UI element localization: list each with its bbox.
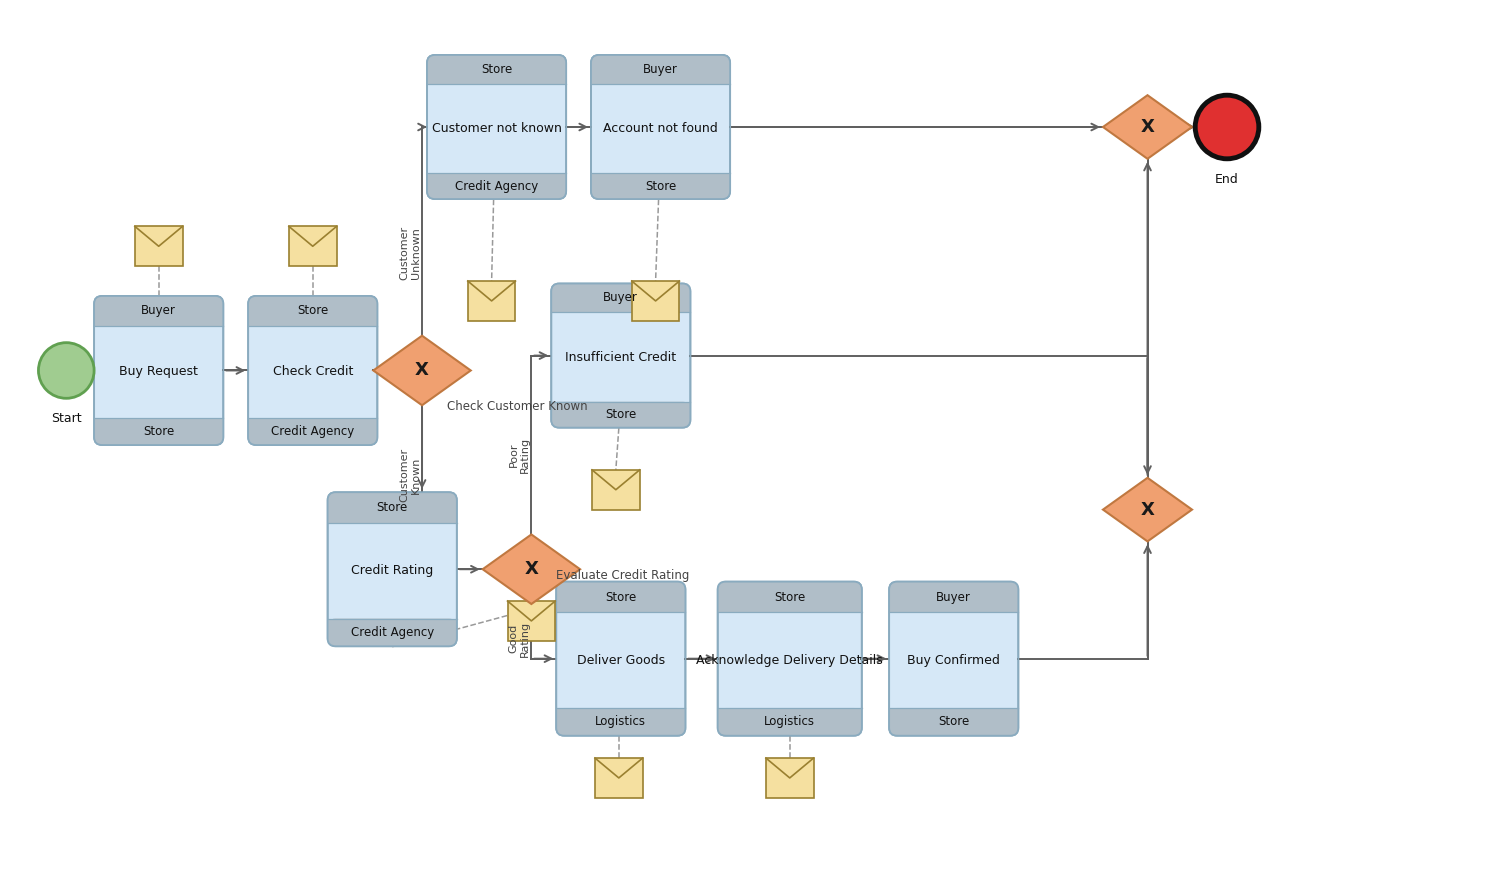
Bar (556, 708, 686, 721)
Text: Store: Store (645, 180, 676, 192)
FancyBboxPatch shape (550, 283, 690, 427)
Text: End: End (1215, 173, 1239, 186)
Text: Good
Rating: Good Rating (509, 620, 530, 657)
Polygon shape (483, 535, 580, 604)
Text: Start: Start (51, 412, 81, 426)
FancyBboxPatch shape (890, 582, 1019, 736)
Bar (94, 418, 224, 432)
Bar (248, 311, 378, 325)
Text: X: X (1140, 118, 1155, 136)
Bar (327, 508, 458, 523)
Text: Buyer: Buyer (141, 304, 176, 317)
Bar (507, 601, 555, 641)
Bar (135, 226, 183, 266)
Text: Store: Store (604, 409, 636, 421)
Text: Store: Store (938, 715, 969, 729)
Circle shape (39, 342, 94, 399)
Text: Credit Agency: Credit Agency (272, 425, 354, 438)
Bar (94, 311, 224, 325)
FancyBboxPatch shape (717, 582, 862, 736)
FancyBboxPatch shape (427, 173, 566, 199)
Bar (427, 70, 566, 84)
Text: Logistics: Logistics (765, 715, 816, 729)
Text: Store: Store (142, 425, 174, 438)
FancyBboxPatch shape (591, 55, 730, 84)
FancyBboxPatch shape (248, 296, 378, 445)
FancyBboxPatch shape (556, 582, 686, 612)
Text: Evaluate Credit Rating: Evaluate Credit Rating (556, 569, 690, 582)
Text: Buy Confirmed: Buy Confirmed (908, 654, 1001, 667)
Text: Customer
Known: Customer Known (399, 448, 422, 502)
Text: Buyer: Buyer (644, 63, 678, 76)
Text: Customer not known: Customer not known (432, 122, 561, 135)
Text: Insufficient Credit: Insufficient Credit (566, 350, 676, 364)
FancyBboxPatch shape (556, 582, 686, 736)
Bar (427, 173, 566, 186)
Text: Account not found: Account not found (603, 122, 718, 135)
Text: Customer
Unknown: Customer Unknown (399, 226, 422, 281)
FancyBboxPatch shape (94, 296, 224, 325)
FancyBboxPatch shape (890, 708, 1019, 736)
Text: Buyer: Buyer (936, 591, 970, 603)
FancyBboxPatch shape (327, 619, 458, 646)
Bar (717, 708, 862, 721)
FancyBboxPatch shape (591, 173, 730, 199)
FancyBboxPatch shape (327, 493, 458, 646)
Text: Credit Agency: Credit Agency (454, 180, 538, 192)
Text: X: X (416, 361, 429, 379)
Text: Store: Store (482, 63, 512, 76)
Text: Store: Store (297, 304, 328, 317)
FancyBboxPatch shape (717, 582, 862, 612)
Bar (327, 619, 458, 632)
Text: Check Customer Known: Check Customer Known (447, 401, 588, 413)
Text: Deliver Goods: Deliver Goods (576, 654, 664, 667)
FancyBboxPatch shape (556, 708, 686, 736)
Bar (632, 281, 680, 321)
Bar (468, 281, 516, 321)
FancyBboxPatch shape (94, 296, 224, 445)
Text: Store: Store (604, 591, 636, 603)
Bar (766, 758, 813, 797)
Text: Acknowledge Delivery Details: Acknowledge Delivery Details (696, 654, 883, 667)
Bar (550, 401, 690, 415)
Bar (596, 758, 642, 797)
FancyBboxPatch shape (550, 401, 690, 427)
Bar (591, 70, 730, 84)
FancyBboxPatch shape (248, 296, 378, 325)
Polygon shape (1102, 477, 1192, 542)
FancyBboxPatch shape (427, 55, 566, 84)
Bar (592, 470, 639, 510)
Bar (550, 298, 690, 312)
Bar (290, 226, 336, 266)
Bar (556, 597, 686, 612)
FancyBboxPatch shape (248, 418, 378, 445)
Bar (248, 418, 378, 432)
Text: Check Credit: Check Credit (273, 366, 352, 378)
FancyBboxPatch shape (550, 283, 690, 312)
Text: X: X (525, 561, 538, 578)
Text: Credit Rating: Credit Rating (351, 564, 433, 578)
FancyBboxPatch shape (327, 493, 458, 523)
Bar (890, 708, 1019, 721)
FancyBboxPatch shape (94, 418, 224, 445)
Bar (717, 597, 862, 612)
Polygon shape (374, 335, 471, 405)
Text: Store: Store (774, 591, 806, 603)
Circle shape (1196, 95, 1258, 159)
Text: Poor
Rating: Poor Rating (509, 437, 530, 473)
Bar (591, 173, 730, 186)
Text: X: X (1140, 501, 1155, 519)
Text: Logistics: Logistics (596, 715, 646, 729)
Bar (890, 597, 1019, 612)
Text: Credit Agency: Credit Agency (351, 626, 433, 639)
Text: Buyer: Buyer (603, 291, 638, 305)
FancyBboxPatch shape (717, 708, 862, 736)
FancyBboxPatch shape (890, 582, 1019, 612)
Text: Buy Request: Buy Request (120, 366, 198, 378)
Text: Store: Store (376, 502, 408, 514)
FancyBboxPatch shape (427, 55, 566, 199)
FancyBboxPatch shape (591, 55, 730, 199)
Polygon shape (1102, 95, 1192, 159)
